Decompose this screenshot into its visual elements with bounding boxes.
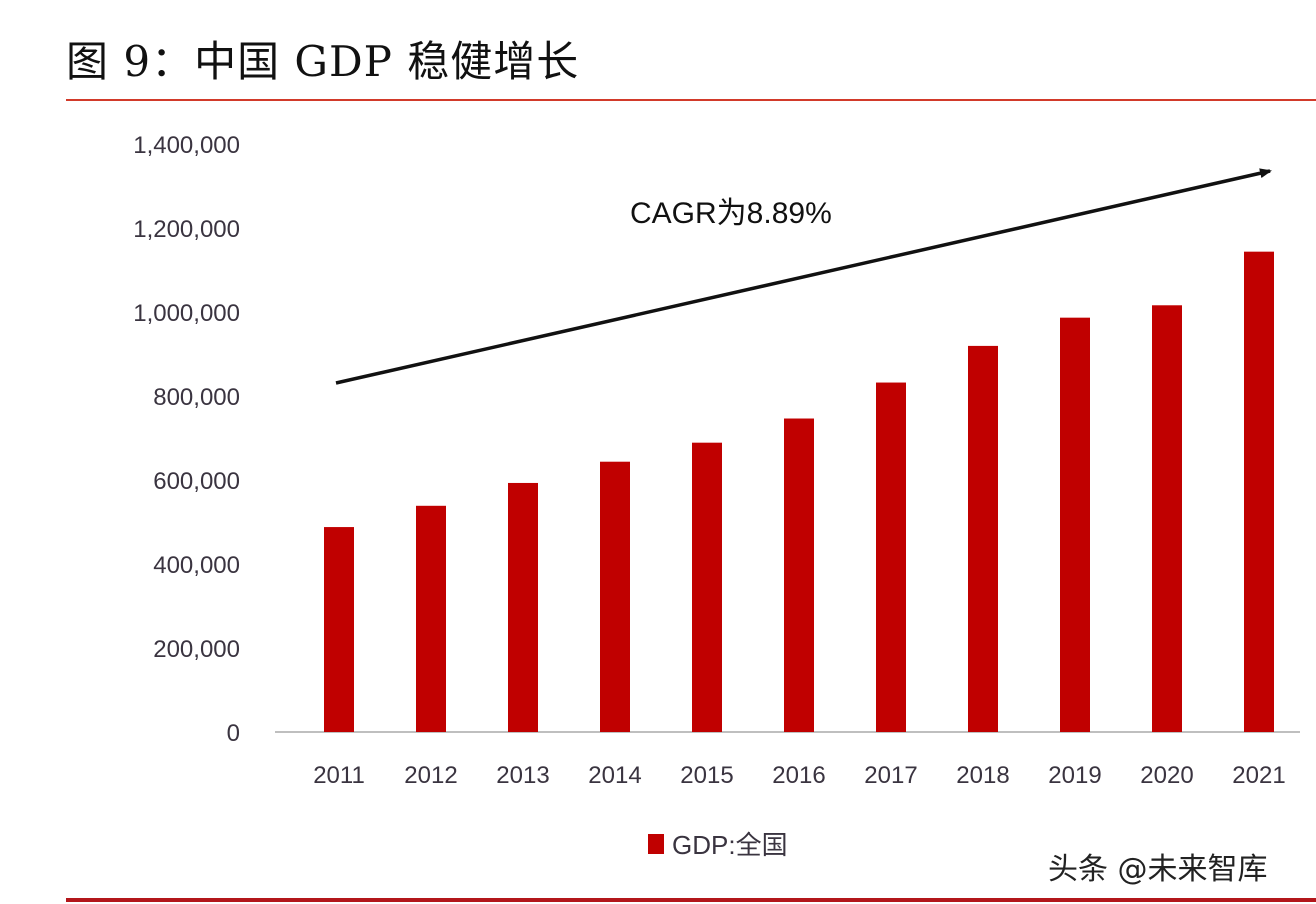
y-tick-label: 600,000 <box>153 468 240 495</box>
trend-arrow-icon <box>335 168 1272 385</box>
bar-2017 <box>876 382 906 732</box>
x-tick-label: 2013 <box>496 762 549 789</box>
bar-2012 <box>416 505 446 732</box>
bar-2021 <box>1244 251 1274 732</box>
y-tick-label: 0 <box>227 720 240 747</box>
bars <box>324 251 1274 732</box>
x-tick-label: 2017 <box>864 762 917 789</box>
y-tick-label: 200,000 <box>153 636 240 663</box>
x-axis-ticks: 2011 2012 2013 2014 2015 2016 2017 2018 2019 2020… <box>313 762 1286 789</box>
watermark: 头条 @未来智库 <box>1048 852 1268 887</box>
bottom-divider <box>66 898 1316 902</box>
x-tick-label: 2018 <box>956 762 1009 789</box>
y-axis-ticks: 0 200,000 400,000 600,000 800,000 1,000,000 1,… <box>133 132 240 747</box>
x-tick-label: 2015 <box>680 762 733 789</box>
x-tick-label: 2011 <box>313 762 365 789</box>
legend-swatch <box>648 834 664 854</box>
bar-2013 <box>508 482 538 732</box>
y-tick-label: 1,200,000 <box>133 216 240 243</box>
cagr-annotation: CAGR为8.89% <box>630 197 832 230</box>
bar-2018 <box>968 345 998 732</box>
x-tick-label: 2016 <box>772 762 825 789</box>
y-tick-label: 800,000 <box>153 384 240 411</box>
x-tick-label: 2021 <box>1232 762 1285 789</box>
y-tick-label: 1,000,000 <box>133 300 240 327</box>
title-divider <box>66 99 1316 101</box>
bar-2019 <box>1060 317 1090 732</box>
chart-title: 图 9：中国 GDP 稳健增长 <box>66 37 580 86</box>
bar-2015 <box>692 442 722 732</box>
legend-label: GDP:全国 <box>672 830 788 860</box>
bar-2020 <box>1152 305 1182 732</box>
bar-2014 <box>600 461 630 732</box>
x-tick-label: 2012 <box>404 762 457 789</box>
bar-2011 <box>324 527 354 732</box>
x-tick-label: 2014 <box>588 762 641 789</box>
y-tick-label: 1,400,000 <box>133 132 240 159</box>
x-tick-label: 2019 <box>1048 762 1101 789</box>
x-tick-label: 2020 <box>1140 762 1193 789</box>
bar-2016 <box>784 418 814 732</box>
y-tick-label: 400,000 <box>153 552 240 579</box>
